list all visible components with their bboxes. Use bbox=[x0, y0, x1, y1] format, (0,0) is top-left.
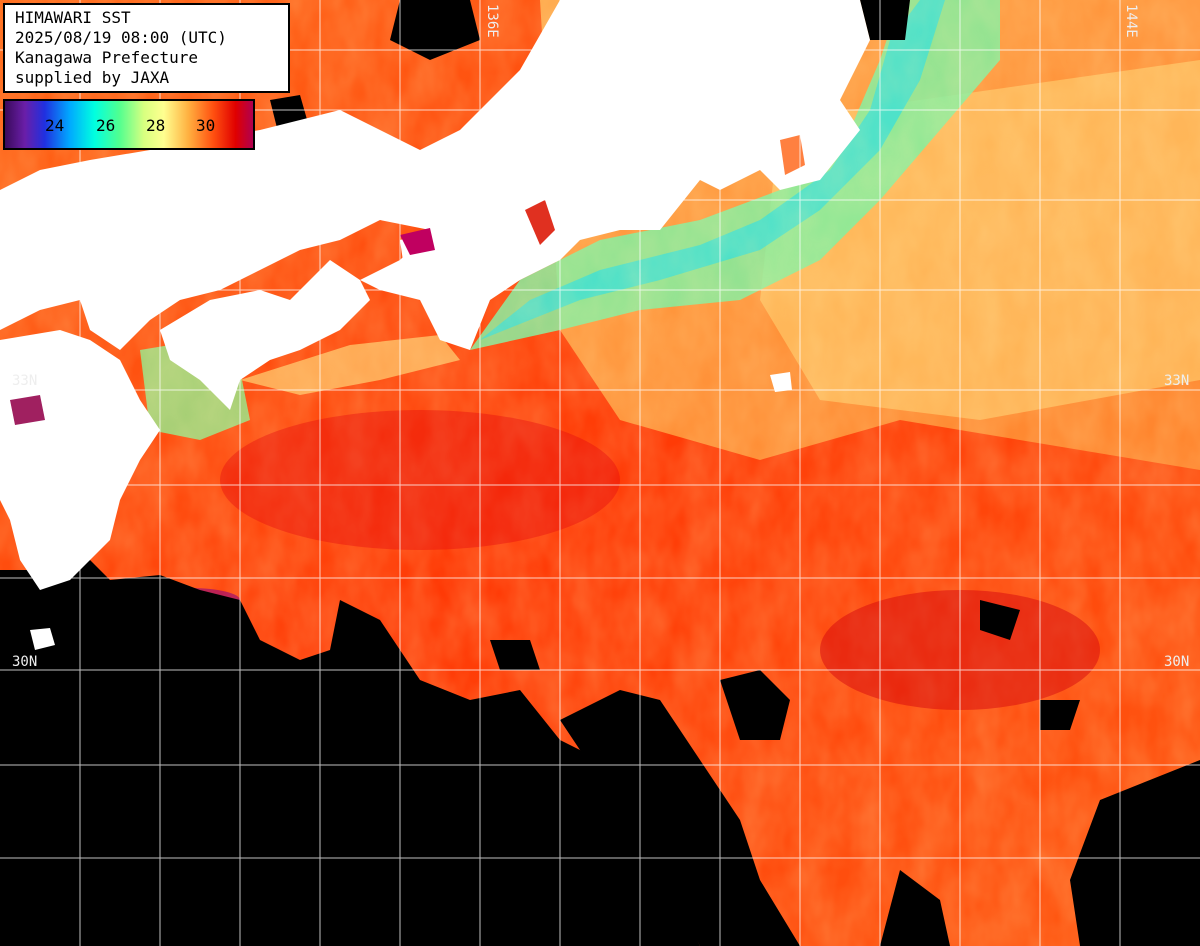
source-text: supplied by JAXA bbox=[15, 68, 170, 87]
lat-label-30-right: 30N bbox=[1164, 654, 1190, 670]
legend-tick-26: 26 bbox=[96, 116, 116, 135]
tanegashima bbox=[30, 628, 55, 650]
info-box: HIMAWARI SST 2025/08/19 08:00 (UTC) Kana… bbox=[3, 3, 290, 93]
legend-colorbar bbox=[5, 101, 253, 148]
mikawa-bay bbox=[780, 135, 805, 175]
osaka-bay-hot bbox=[400, 228, 435, 255]
publisher-text: Kanagawa Prefecture bbox=[15, 48, 199, 67]
legend-tick-30: 30 bbox=[196, 116, 216, 135]
izu-island bbox=[770, 372, 792, 392]
ise-bay bbox=[525, 200, 555, 245]
lat-label-30-left: 30N bbox=[12, 654, 38, 670]
lon-label-136: 136E bbox=[484, 4, 500, 38]
title-text: HIMAWARI SST bbox=[15, 8, 131, 27]
shikoku bbox=[160, 260, 370, 410]
legend-tick-28: 28 bbox=[146, 116, 166, 135]
legend-tick-24: 24 bbox=[45, 116, 65, 135]
lat-label-33-right: 33N bbox=[1164, 373, 1190, 389]
lat-label-33-left: 33N bbox=[12, 373, 38, 389]
color-legend: 24 26 28 30 bbox=[3, 99, 255, 150]
datetime-text: 2025/08/19 08:00 (UTC) bbox=[15, 28, 227, 47]
honshu bbox=[0, 0, 870, 350]
lon-label-144: 144E bbox=[1123, 4, 1139, 38]
ariake-hot bbox=[10, 395, 45, 425]
